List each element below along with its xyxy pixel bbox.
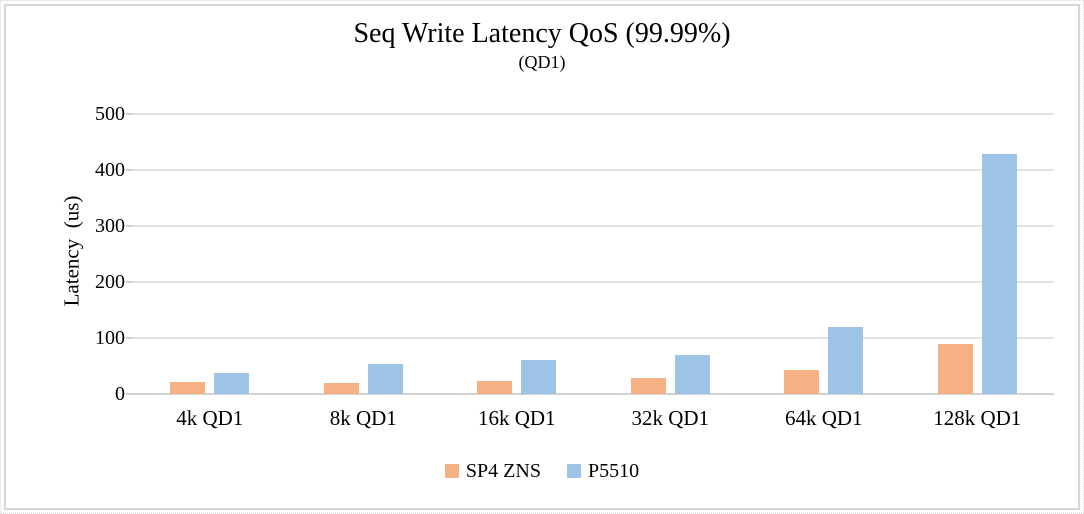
bar-p5510-4k-qd1 (214, 372, 250, 394)
x-axis-label-8k-qd1: 8k QD1 (329, 406, 397, 430)
bar-p5510-8k-qd1 (367, 364, 403, 394)
legend: SP4 ZNS P5510 (1, 460, 1083, 482)
bar-sp4-zns-64k-qd1 (784, 369, 820, 394)
bar-p5510-32k-qd1 (674, 355, 710, 394)
y-tick-label-200: 200 (95, 271, 125, 293)
y-tick-label-300: 300 (95, 215, 125, 237)
gridline-500 (133, 113, 1054, 115)
y-tick-mark-400 (126, 169, 134, 171)
gridline-300 (133, 225, 1054, 227)
y-tick-mark-500 (126, 113, 134, 115)
legend-item-p5510: P5510 (566, 460, 640, 482)
bar-p5510-16k-qd1 (521, 359, 557, 394)
x-axis-label-64k-qd1: 64k QD1 (784, 406, 863, 430)
x-axis-label-16k-qd1: 16k QD1 (477, 406, 556, 430)
legend-label-p5510: P5510 (587, 460, 640, 482)
gridline-100 (133, 337, 1054, 339)
legend-label-sp4-zns: SP4 ZNS (465, 460, 541, 482)
x-axis-label-128k-qd1: 128k QD1 (933, 406, 1022, 430)
legend-swatch-sp4-zns (444, 464, 459, 478)
chart-subtitle: (QD1) (518, 52, 566, 72)
x-axis-line (133, 393, 1054, 395)
bar-sp4-zns-16k-qd1 (477, 381, 513, 394)
legend-item-sp4-zns: SP4 ZNS (444, 460, 541, 482)
plot-area (133, 113, 1054, 395)
bar-sp4-zns-8k-qd1 (323, 382, 359, 394)
y-tick-label-0: 0 (115, 383, 125, 405)
chart-title: Seq Write Latency QoS (99.99%) (353, 18, 731, 49)
bar-sp4-zns-4k-qd1 (170, 381, 206, 394)
gridline-200 (133, 281, 1054, 283)
y-tick-label-500: 500 (95, 103, 125, 125)
bar-p5510-64k-qd1 (828, 326, 864, 394)
y-tick-label-400: 400 (95, 159, 125, 181)
y-tick-mark-300 (126, 225, 134, 227)
bar-sp4-zns-32k-qd1 (630, 377, 666, 394)
y-tick-mark-0 (126, 393, 134, 395)
bar-p5510-128k-qd1 (981, 154, 1017, 394)
x-axis-label-32k-qd1: 32k QD1 (631, 406, 710, 430)
x-axis-label-4k-qd1: 4k QD1 (176, 406, 244, 430)
gridline-400 (133, 169, 1054, 171)
y-tick-mark-200 (126, 281, 134, 283)
legend-swatch-p5510 (566, 464, 581, 478)
bar-sp4-zns-128k-qd1 (937, 343, 973, 394)
y-tick-mark-100 (126, 337, 134, 339)
y-tick-label-100: 100 (95, 327, 125, 349)
